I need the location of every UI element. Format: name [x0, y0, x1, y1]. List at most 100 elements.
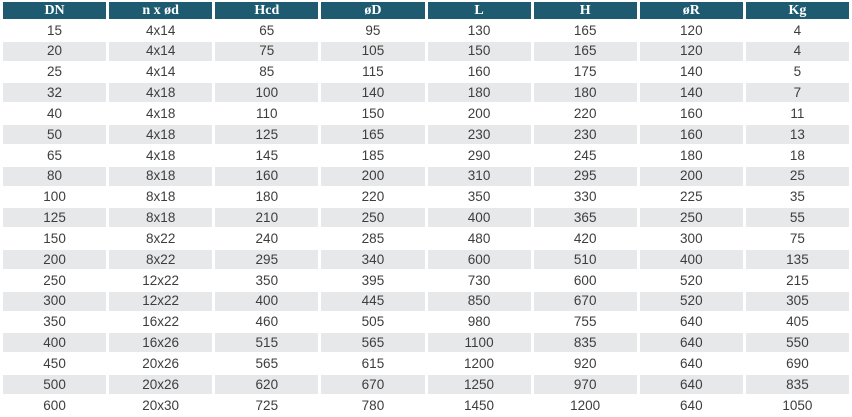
table-row: 250 12x22 350 395 730 600 520 215	[3, 271, 849, 290]
table-cell: 220	[573, 105, 597, 121]
table-cell: 32	[3, 83, 107, 103]
table-cell: 565	[255, 355, 279, 371]
table-row: 80 8x18 160 200 310 295 200 25	[3, 166, 849, 186]
table-cell: 400	[3, 333, 107, 353]
table-cell: 600	[427, 250, 531, 269]
table-cell: 8x22	[146, 230, 176, 246]
table-cell: 4x14	[146, 22, 176, 38]
table-cell: 160	[467, 64, 491, 80]
table-cell: 180	[533, 83, 637, 103]
table-cell: 250	[639, 208, 743, 228]
table-row: 15 4x14 65 95 130 165 120 4	[3, 21, 849, 40]
table-cell: 85	[259, 64, 275, 80]
table-cell: 690	[786, 355, 809, 371]
header-cell: DN	[3, 2, 107, 19]
table-cell: 20x30	[142, 397, 180, 413]
table-row: 65 4x18 145 185 290 245 180 18	[3, 146, 849, 165]
table-cell: 200	[3, 250, 107, 269]
table-cell: 50	[3, 125, 107, 144]
table-cell: 565	[321, 333, 425, 353]
table-cell: 450	[43, 355, 66, 371]
table-cell: 4x14	[146, 64, 176, 80]
table-cell: 140	[680, 64, 703, 80]
table-cell: 125	[3, 208, 107, 228]
table-body: 15 4x14 65 95 130 165 120 4 20 4x14 75 105 150 165 120…	[3, 21, 849, 415]
table-cell: 1100	[427, 333, 531, 353]
table-cell: 7	[745, 83, 849, 103]
table-cell: 100	[215, 83, 319, 103]
table-cell: 115	[362, 64, 384, 80]
table-row: 300 12x22 400 445 850 670 520 305	[3, 291, 849, 311]
table-cell: 215	[786, 272, 809, 288]
table-row: 32 4x18 100 140 180 180 140 7	[3, 83, 849, 103]
table-cell: 400	[427, 208, 531, 228]
table-cell: 405	[786, 314, 809, 330]
table-cell: 145	[255, 147, 279, 163]
table-cell: 780	[361, 397, 385, 413]
table-cell: 125	[215, 125, 319, 144]
table-cell: 160	[215, 166, 319, 186]
table-cell: 220	[361, 189, 385, 205]
table-cell: 515	[215, 333, 319, 353]
table-cell: 35	[789, 189, 805, 205]
table-cell: 140	[639, 83, 743, 103]
header-cell: øR	[639, 2, 743, 19]
table-cell: 600	[573, 272, 597, 288]
table-cell: 75	[215, 41, 319, 61]
table-cell: 120	[639, 41, 743, 61]
table-cell: 640	[639, 333, 743, 353]
table-cell: 200	[467, 105, 491, 121]
header-cell: L	[427, 2, 531, 19]
table-cell: 15	[47, 22, 63, 38]
header-cell: H	[533, 2, 637, 19]
table-cell: 980	[467, 314, 491, 330]
table-cell: 65	[47, 147, 63, 163]
table-cell: 8x18	[109, 208, 213, 228]
header-cell: Kg	[745, 2, 849, 19]
table-row: 20 4x14 75 105 150 165 120 4	[3, 41, 849, 61]
table-cell: 150	[427, 41, 531, 61]
table-cell: 20	[3, 41, 107, 61]
table-cell: 1450	[464, 397, 495, 413]
table-row: 50 4x18 125 165 230 230 160 13	[3, 125, 849, 144]
table-cell: 420	[573, 230, 597, 246]
table-cell: 620	[215, 375, 319, 394]
table-cell: 16x22	[142, 314, 180, 330]
table-cell: 1250	[427, 375, 531, 394]
table-cell: 65	[259, 22, 275, 38]
table-cell: 150	[43, 230, 66, 246]
table-cell: 20x26	[142, 355, 180, 371]
table-cell: 4x18	[109, 125, 213, 144]
table-cell: 350	[43, 314, 66, 330]
table-cell: 4	[745, 41, 849, 61]
table-row: 150 8x22 240 285 480 420 300 75	[3, 229, 849, 248]
table-cell: 13	[745, 125, 849, 144]
table-cell: 970	[533, 375, 637, 394]
table-cell: 550	[745, 333, 849, 353]
table-cell: 12x22	[142, 272, 180, 288]
table-row: 600 20x30 725 780 1450 1200 640 1050	[3, 396, 849, 415]
table-cell: 160	[639, 125, 743, 144]
table-cell: 16x26	[109, 333, 213, 353]
table-cell: 110	[256, 105, 278, 121]
table-cell: 100	[43, 189, 66, 205]
table-cell: 290	[467, 147, 491, 163]
table-cell: 285	[361, 230, 385, 246]
table-cell: 480	[467, 230, 491, 246]
table-cell: 640	[680, 355, 703, 371]
table-cell: 5	[793, 64, 802, 80]
table-cell: 4x18	[146, 147, 176, 163]
table-cell: 500	[3, 375, 107, 394]
table-cell: 835	[533, 333, 637, 353]
table-cell: 330	[573, 189, 597, 205]
table-cell: 615	[361, 355, 385, 371]
table-cell: 300	[680, 230, 703, 246]
table-cell: 755	[573, 314, 597, 330]
table-cell: 165	[533, 41, 637, 61]
table-cell: 8x22	[109, 250, 213, 269]
table-cell: 1050	[782, 397, 813, 413]
